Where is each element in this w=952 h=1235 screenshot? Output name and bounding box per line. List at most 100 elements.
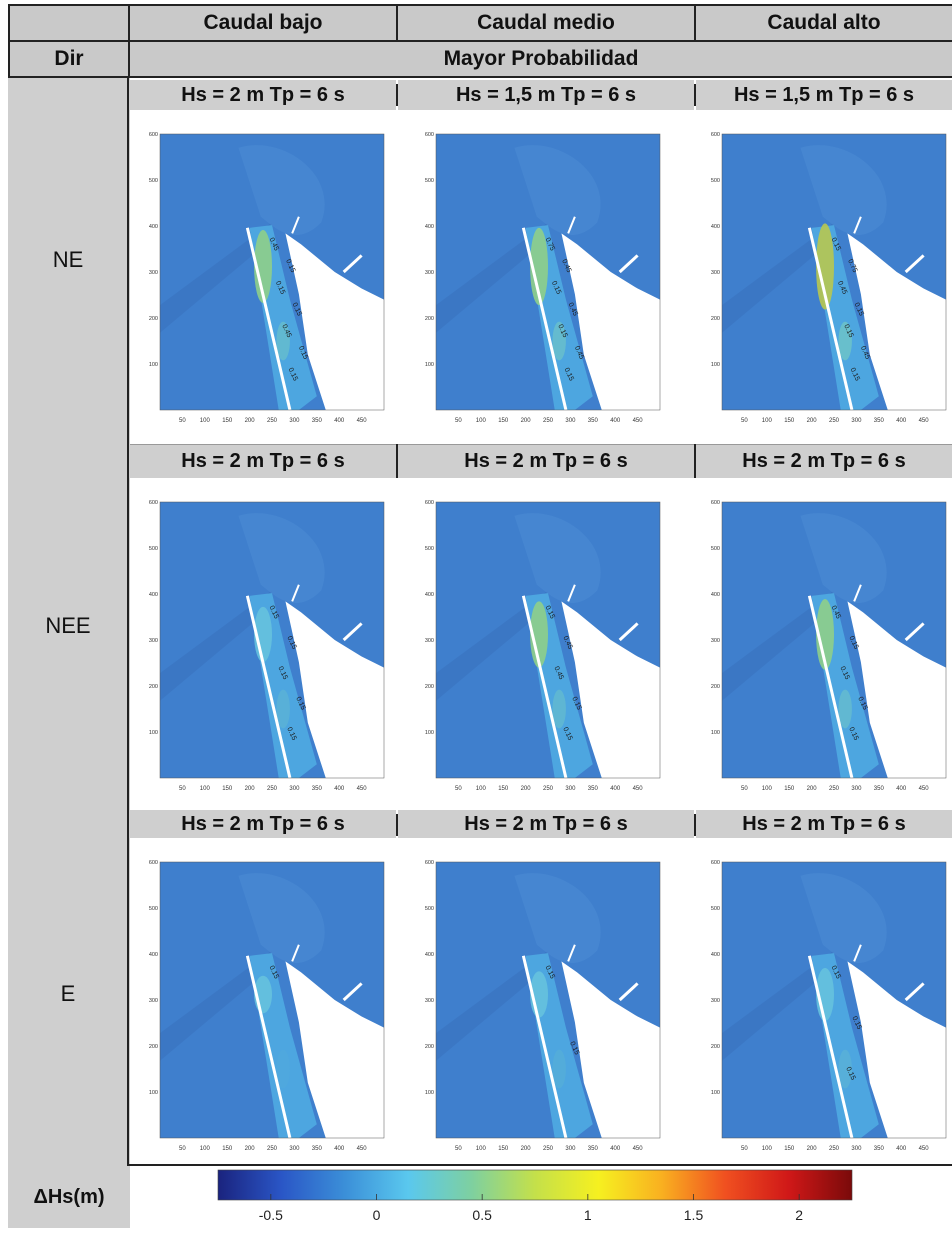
condition-divider	[396, 814, 398, 836]
y-tick-label: 200	[149, 316, 158, 322]
plot-frame	[159, 133, 385, 411]
map-panel: 0.15 0.75 0.45 0.15 0.15 0.45 0.15 600 500 400 300…	[700, 114, 952, 432]
plot-frame	[435, 501, 661, 779]
x-tick-label: 100	[762, 786, 773, 792]
x-tick-label: 150	[498, 1146, 509, 1152]
dir-header: Dir	[8, 40, 130, 78]
y-tick-label: 600	[425, 500, 434, 506]
jetty	[567, 944, 576, 962]
breakwater	[521, 595, 568, 779]
plot-frame	[721, 501, 947, 779]
x-tick-label: 350	[874, 1146, 885, 1152]
breakwater	[807, 595, 854, 779]
x-tick-label: 450	[919, 1146, 930, 1152]
port-land	[285, 961, 384, 1138]
x-tick-label: 350	[312, 786, 323, 792]
y-tick-label: 100	[711, 730, 720, 736]
condition-e-high: Hs = 2 m Tp = 6 s	[696, 810, 952, 838]
y-tick-label: 200	[711, 316, 720, 322]
x-tick-label: 450	[633, 1146, 644, 1152]
jetty	[291, 944, 300, 962]
y-tick-label: 600	[711, 132, 720, 138]
plot-frame	[721, 861, 947, 1139]
x-tick-label: 250	[267, 1146, 278, 1152]
plot-frame	[435, 133, 661, 411]
map-panel: 0.45 0.15 0.15 0.15 0.15 600 500 400 300 200 100 50…	[700, 482, 952, 800]
direction-label-e: E	[60, 981, 76, 1006]
map-panel: 0.15 0.15 0.15 0.15 0.15 600 500 400 300 200 100 50…	[138, 482, 390, 800]
y-tick-label: 500	[149, 906, 158, 912]
direction-label-nee: NEE	[45, 613, 91, 638]
port-land	[847, 601, 946, 778]
plot-frame	[721, 133, 947, 411]
condition-nee-low: Hs = 2 m Tp = 6 s	[130, 444, 396, 478]
port-land	[847, 961, 946, 1138]
y-tick-label: 300	[711, 998, 720, 1004]
y-tick-label: 300	[149, 638, 158, 644]
x-tick-label: 300	[289, 418, 300, 424]
x-tick-label: 300	[851, 786, 862, 792]
x-tick-label: 100	[762, 1146, 773, 1152]
x-tick-label: 250	[543, 786, 554, 792]
y-tick-label: 100	[149, 362, 158, 368]
y-tick-label: 200	[149, 684, 158, 690]
x-tick-label: 250	[829, 786, 840, 792]
x-tick-label: 100	[200, 418, 211, 424]
y-tick-label: 600	[425, 132, 434, 138]
x-tick-label: 150	[784, 786, 795, 792]
secondary-hs-zone	[838, 321, 852, 361]
condition-ne-medium: Hs = 1,5 m Tp = 6 s	[398, 80, 694, 110]
x-tick-label: 200	[807, 418, 818, 424]
breakwater	[245, 595, 292, 779]
y-tick-label: 200	[711, 684, 720, 690]
breakwater	[521, 227, 568, 411]
x-tick-label: 400	[334, 786, 345, 792]
x-tick-label: 50	[179, 418, 186, 424]
jetty	[342, 254, 363, 274]
x-tick-label: 450	[357, 1146, 368, 1152]
y-tick-label: 300	[425, 638, 434, 644]
y-tick-label: 500	[711, 178, 720, 184]
x-tick-label: 200	[245, 418, 256, 424]
jetty	[618, 254, 639, 274]
condition-ne-high: Hs = 1,5 m Tp = 6 s	[696, 80, 952, 110]
headland-shadow	[514, 145, 601, 235]
x-tick-label: 300	[565, 786, 576, 792]
column-divider	[127, 78, 129, 1166]
port-land	[561, 233, 660, 410]
jetty	[904, 622, 925, 642]
x-tick-label: 150	[498, 786, 509, 792]
x-tick-label: 350	[588, 1146, 599, 1152]
direction-label-ne: NE	[52, 247, 84, 272]
offshore-band	[722, 590, 834, 701]
condition-ne-low: Hs = 2 m Tp = 6 s	[130, 80, 396, 110]
probability-header: Mayor Probabilidad	[128, 40, 952, 78]
y-tick-label: 100	[149, 730, 158, 736]
condition-divider	[694, 84, 696, 106]
x-tick-label: 400	[610, 418, 621, 424]
y-tick-label: 200	[711, 1044, 720, 1050]
y-tick-label: 600	[711, 860, 720, 866]
headland-shadow	[514, 513, 601, 603]
headland-shadow	[800, 873, 887, 963]
headland-shadow	[800, 513, 887, 603]
map-plot: 0.150.150.150.150.1560050040030020010050…	[149, 500, 385, 792]
x-tick-label: 350	[312, 418, 323, 424]
x-tick-label: 300	[851, 418, 862, 424]
y-tick-label: 500	[149, 546, 158, 552]
x-tick-label: 300	[565, 418, 576, 424]
y-tick-label: 300	[425, 270, 434, 276]
y-tick-label: 200	[425, 316, 434, 322]
column-header-low: Caudal bajo	[128, 4, 398, 42]
port-land	[561, 601, 660, 778]
y-tick-label: 300	[425, 998, 434, 1004]
jetty	[853, 216, 862, 234]
y-tick-label: 200	[425, 1044, 434, 1050]
offshore-band	[160, 590, 272, 701]
secondary-hs-zone	[838, 689, 852, 729]
colorbar: -0.5 0 0.5 1 1.5 2	[217, 1169, 853, 1223]
x-tick-label: 350	[874, 786, 885, 792]
x-tick-label: 400	[896, 418, 907, 424]
x-tick-label: 100	[200, 786, 211, 792]
